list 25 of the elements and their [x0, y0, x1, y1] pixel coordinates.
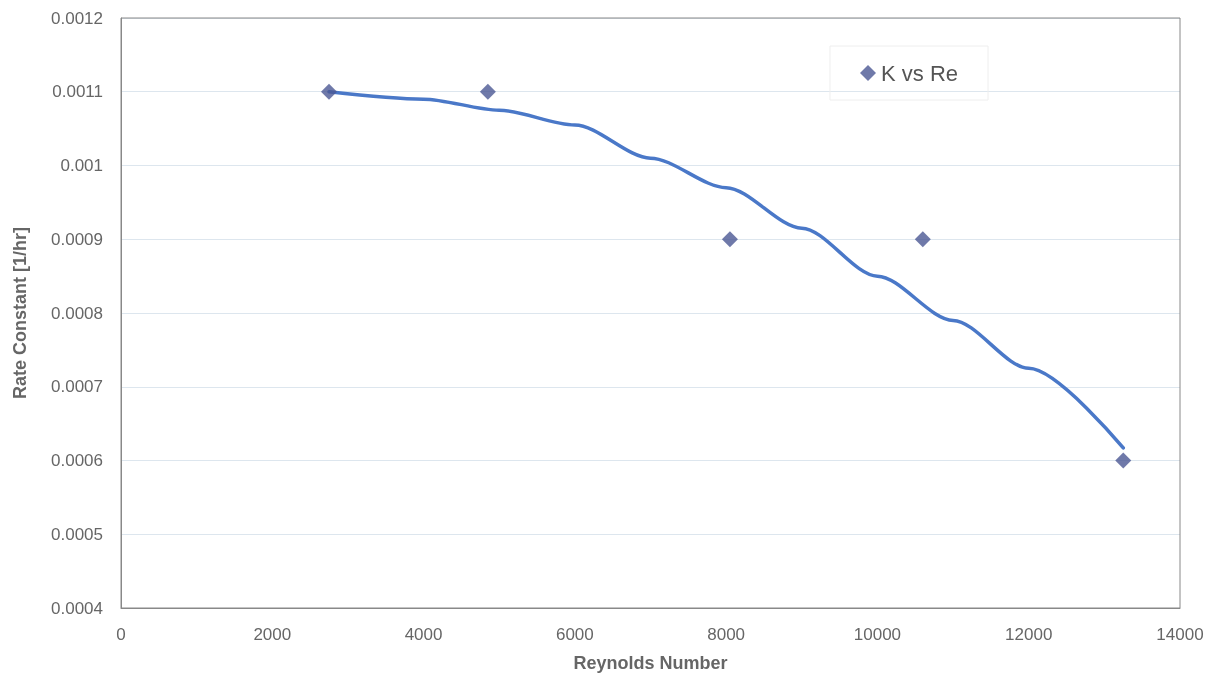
x-tick-label: 14000 — [1156, 625, 1204, 644]
x-tick-label: 8000 — [707, 625, 746, 644]
y-tick-label: 0.0004 — [51, 598, 103, 618]
y-tick-label: 0.0009 — [51, 229, 103, 249]
point — [721, 231, 738, 248]
point — [321, 83, 338, 100]
point — [1115, 452, 1132, 469]
y-tick-label: 0.0011 — [52, 82, 103, 102]
y-tick-label: 0.0012 — [51, 8, 103, 28]
point — [479, 83, 496, 100]
x-tick-label: 10000 — [853, 625, 902, 644]
x-tick-label: 0 — [116, 625, 126, 644]
point — [914, 231, 931, 248]
y-tick-label: 0.0006 — [51, 451, 103, 470]
x-axis-title: Reynolds Number — [573, 653, 728, 673]
x-tick-label: 12000 — [1005, 625, 1053, 644]
x-tick-label: 2000 — [253, 625, 292, 644]
x-tick-label: 6000 — [555, 625, 594, 644]
legend-label: K vs Re — [880, 60, 959, 86]
y-axis-title: Rate Constant [1/hr] — [10, 226, 30, 400]
y-tick-label: 0.0008 — [51, 303, 103, 323]
y-tick-label: 0.0005 — [51, 524, 103, 544]
y-tick-label: 0.001 — [60, 156, 103, 175]
x-tick-label: 4000 — [404, 625, 443, 644]
y-tick-label: 0.0007 — [51, 377, 103, 397]
